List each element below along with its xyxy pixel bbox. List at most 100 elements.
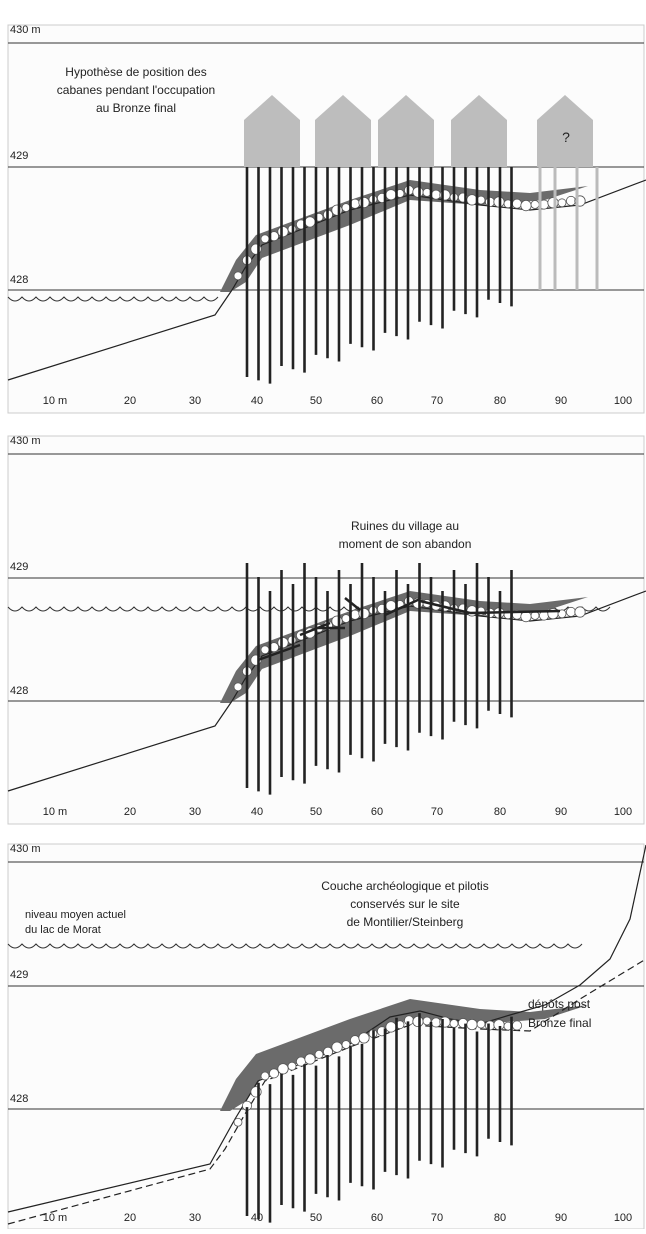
x-label: 60 (371, 806, 383, 818)
x-label: 70 (431, 395, 443, 407)
x-label: 50 (310, 806, 322, 818)
stone (260, 234, 270, 244)
elevation-label: 428 (10, 685, 28, 697)
old-ground-profile (7, 958, 646, 1225)
stone (466, 194, 478, 206)
stone (341, 203, 351, 212)
stone (341, 1040, 351, 1050)
stone (260, 645, 270, 655)
x-label: 30 (189, 1212, 201, 1224)
beam (469, 609, 561, 615)
elevation-label: 429 (10, 150, 28, 162)
water-level (7, 943, 583, 949)
x-label: 30 (189, 395, 201, 407)
panel: 430 m 429 428? 10 m 20 30 40 50 60 70 80 90 100 Hypot… (7, 24, 646, 414)
stone (449, 1019, 459, 1028)
house (537, 95, 593, 167)
archaeological-layer (220, 999, 588, 1111)
stone (512, 1020, 523, 1031)
stone (358, 1032, 370, 1044)
x-label: 40 (251, 806, 263, 818)
stone (422, 1016, 432, 1026)
elevation-label: 429 (10, 561, 28, 573)
stone (287, 1061, 297, 1071)
caption: moment de son abandon (339, 537, 472, 551)
water-note: du lac de Morat (25, 924, 101, 936)
stone (385, 1021, 397, 1033)
x-label: 10 m (43, 395, 67, 407)
stone (304, 1053, 316, 1065)
stone (566, 606, 577, 617)
stone (557, 198, 567, 208)
stone (314, 1049, 324, 1059)
water-note: niveau moyen actuel (25, 909, 126, 921)
caption: Couche archéologique et pilotis (321, 879, 488, 893)
stone (233, 271, 243, 281)
x-label: 70 (431, 806, 443, 818)
x-label: 30 (189, 806, 201, 818)
stone (322, 1046, 333, 1057)
stone (566, 195, 577, 206)
stone (520, 200, 532, 212)
x-label: 20 (124, 1212, 136, 1224)
stone (530, 200, 540, 209)
elevation-label: 430 m (10, 435, 41, 447)
stone (233, 682, 243, 692)
x-label: 20 (124, 806, 136, 818)
beam (384, 597, 421, 617)
x-label: 60 (371, 1212, 383, 1224)
stone (277, 226, 289, 238)
elevation-label: 428 (10, 1093, 28, 1105)
stone (466, 1018, 478, 1031)
x-label: 100 (614, 395, 632, 407)
deposit-note: dépôts post (528, 997, 591, 1011)
x-label: 80 (494, 1212, 506, 1224)
caption: Ruines du village au (351, 519, 459, 533)
caption: cabanes pendant l'occupation (57, 83, 215, 97)
caption: Hypothèse de position des (65, 65, 206, 79)
stone (476, 1019, 486, 1029)
panel: 430 m 429 428 10 m 20 30 40 50 60 70 80 90 100 Couche… (7, 843, 646, 1230)
x-label: 70 (431, 1212, 443, 1224)
stone (412, 186, 424, 198)
beam (344, 597, 361, 611)
stone (484, 1020, 495, 1031)
stone (547, 197, 559, 209)
x-label: 10 m (43, 806, 67, 818)
stone (331, 615, 343, 627)
house (244, 95, 300, 167)
caption: conservés sur le site (350, 897, 460, 911)
x-label: 60 (371, 395, 383, 407)
x-label: 100 (614, 806, 632, 818)
caption: au Bronze final (96, 101, 176, 115)
beam (299, 621, 331, 637)
house (315, 95, 371, 167)
stone (358, 607, 370, 620)
stone (331, 204, 343, 216)
panel: 430 m 429 428 10 m 20 30 40 50 60 70 80 90 100 Ruines… (7, 435, 646, 825)
elevation-label: 430 m (10, 843, 41, 855)
elevation-label: 430 m (10, 24, 41, 36)
stone (331, 1041, 343, 1053)
stone (574, 606, 586, 618)
stone (268, 1068, 279, 1079)
elevation-label: 428 (10, 274, 28, 286)
x-label: 40 (251, 395, 263, 407)
x-label: 50 (310, 395, 322, 407)
stone (341, 614, 351, 623)
house-mark: ? (562, 129, 570, 145)
stone (277, 637, 289, 649)
beam (419, 599, 471, 615)
beam (257, 643, 301, 662)
x-label: 90 (555, 806, 567, 818)
x-label: 50 (310, 1212, 322, 1224)
caption: de Montilier/Steinberg (347, 915, 464, 929)
deposit-note: Bronze final (528, 1016, 591, 1030)
stone (349, 1035, 360, 1046)
x-label: 100 (614, 1212, 632, 1224)
water-level (7, 296, 219, 302)
stone (484, 196, 495, 207)
house (451, 95, 507, 167)
x-label: 10 m (43, 1212, 67, 1224)
